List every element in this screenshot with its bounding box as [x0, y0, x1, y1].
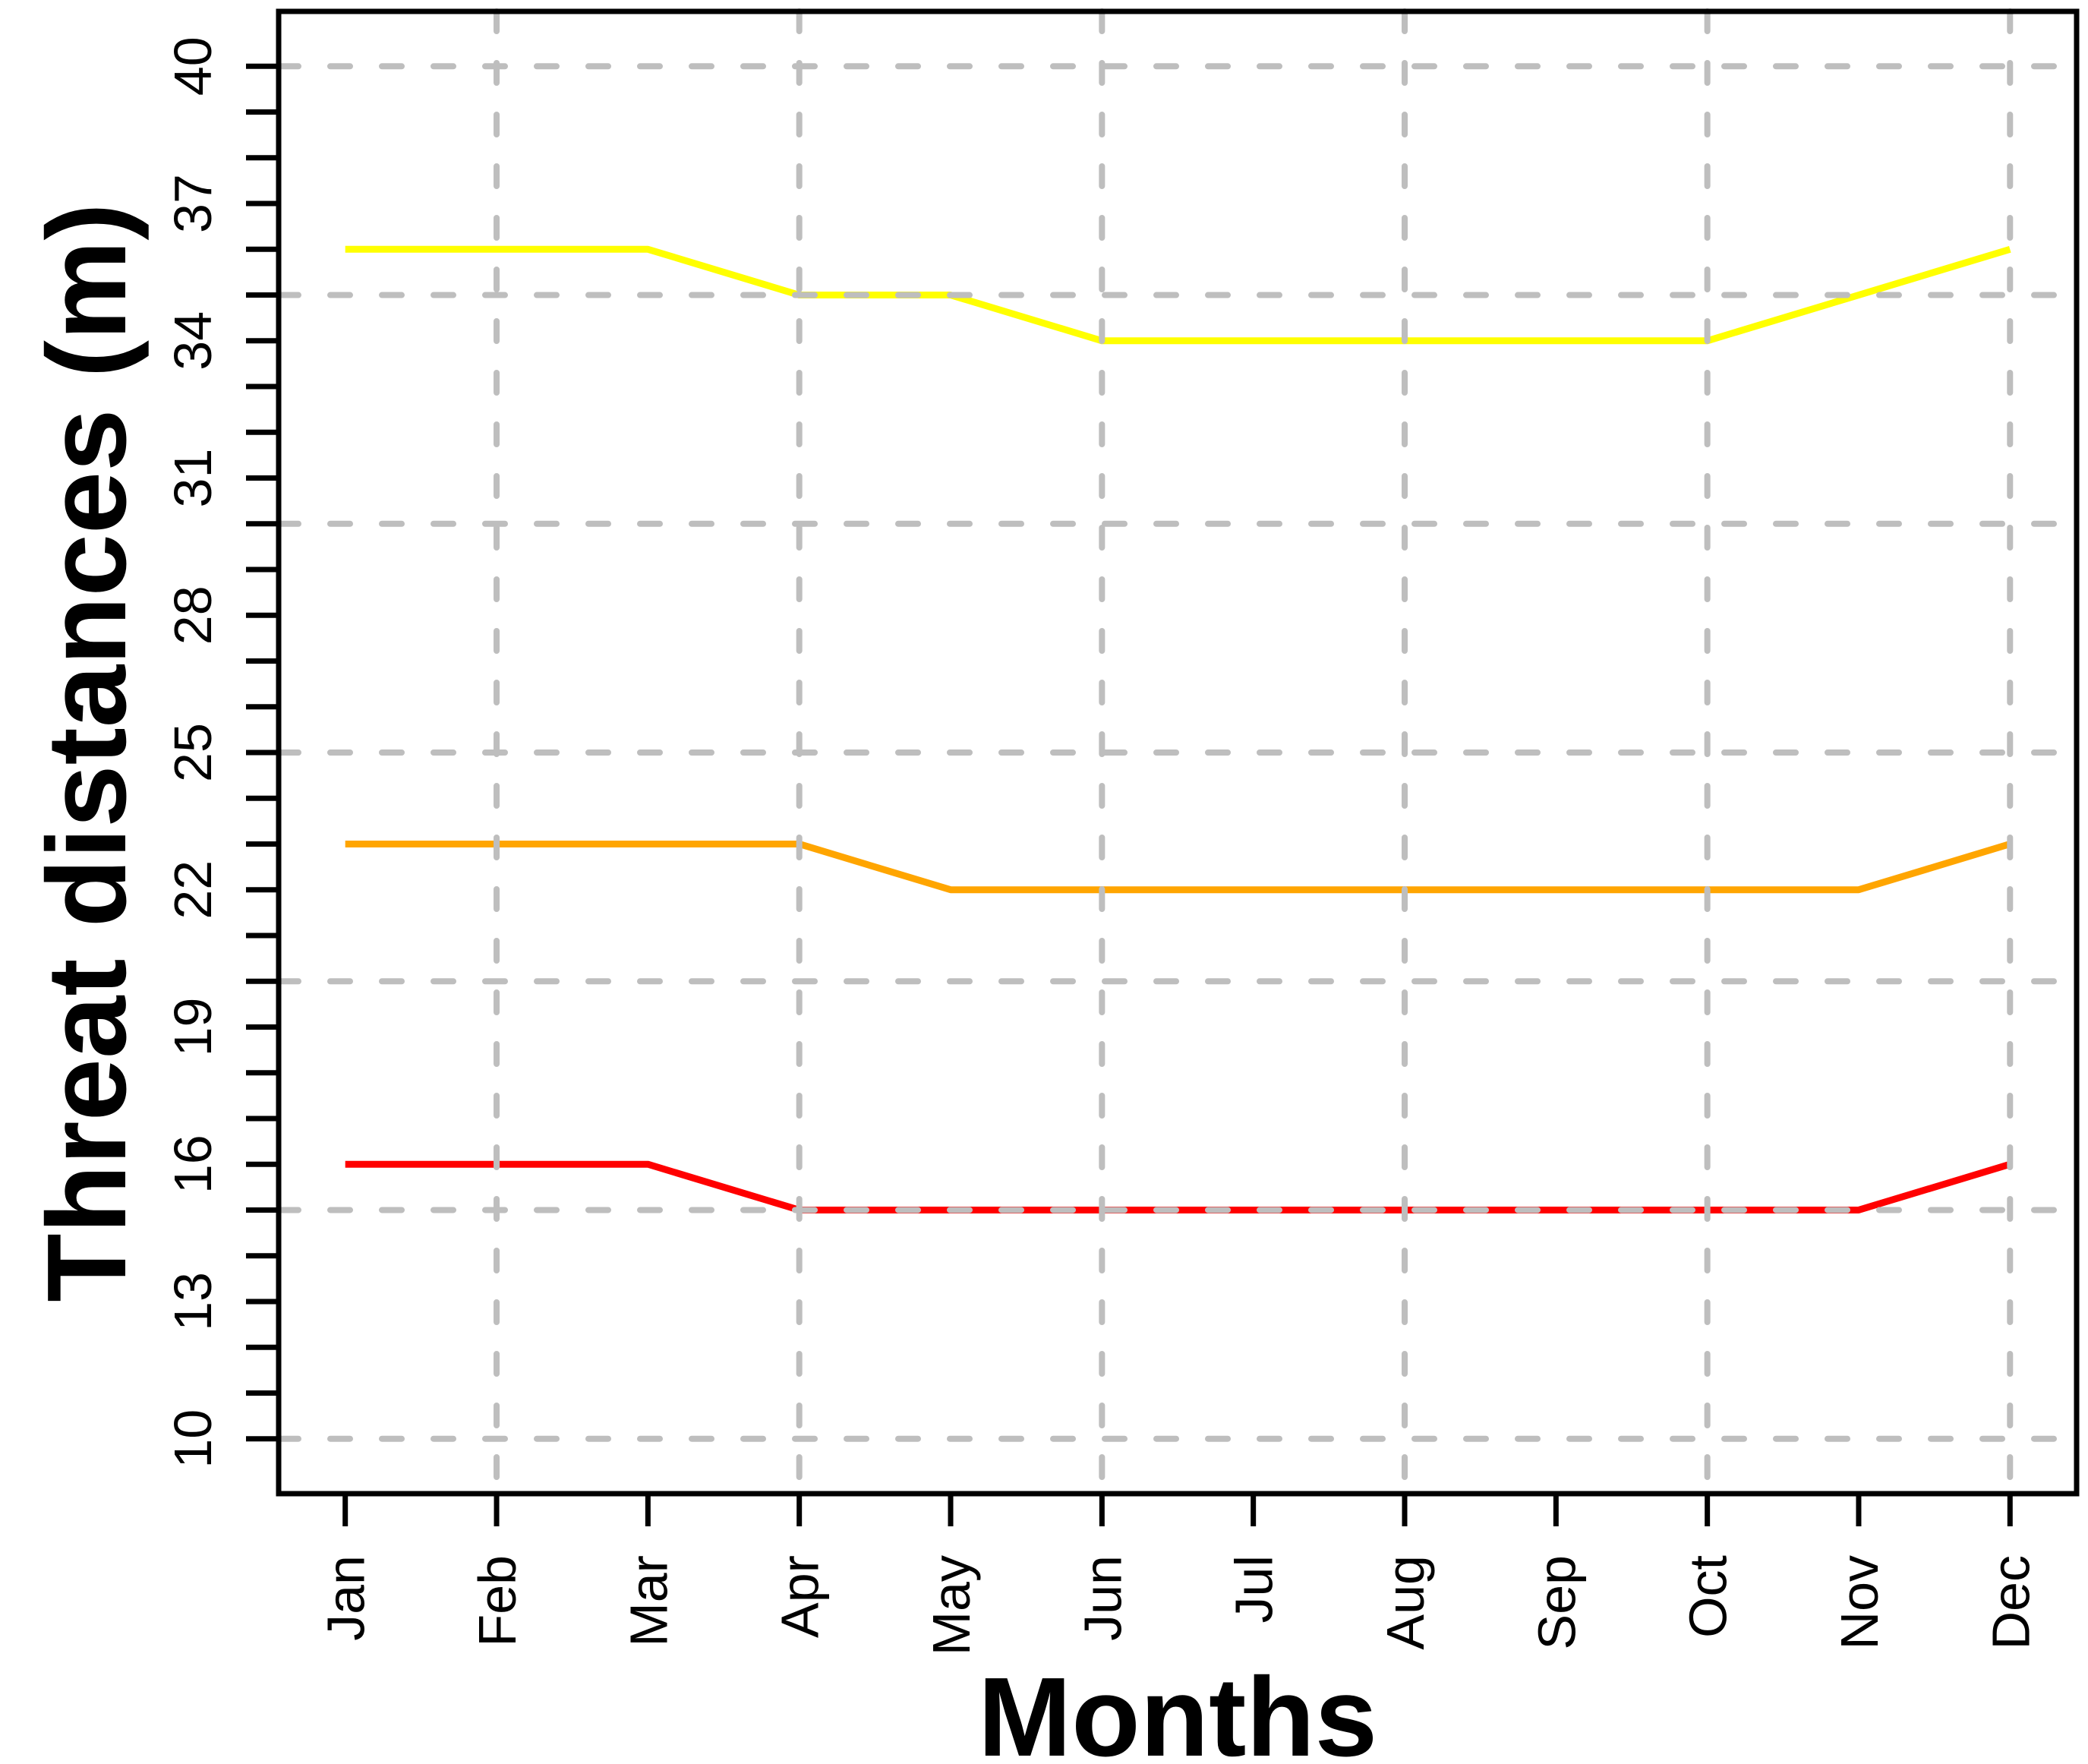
y-tick-label: 25: [163, 723, 222, 782]
y-tick-label: 19: [163, 998, 222, 1057]
x-tick-label: Nov: [1830, 1555, 1889, 1649]
x-tick-label: Oct: [1679, 1555, 1738, 1638]
x-tick-label: Jan: [317, 1555, 376, 1641]
y-tick-label: 16: [163, 1134, 222, 1194]
y-tick-label: 37: [163, 174, 222, 233]
x-tick-label: Mar: [619, 1555, 678, 1647]
gridlines: [276, 8, 2080, 1497]
y-tick-label: 13: [163, 1272, 222, 1331]
x-tick-label: Sep: [1527, 1555, 1586, 1650]
y-tick-label: 40: [163, 36, 222, 96]
tick-labels: 10 13 16 19 22 25 28 31 34 37 40 Jan Feb Mar Apr May Jun…: [163, 36, 2040, 1655]
axis-ticks: [246, 63, 2013, 1526]
y-tick-label: 28: [163, 585, 222, 645]
y-axis-title: Threat distances (m): [24, 203, 150, 1302]
x-tick-label: Feb: [468, 1555, 527, 1647]
y-tick-label: 31: [163, 449, 222, 508]
series-line-orange: [345, 840, 2011, 894]
y-tick-label: 22: [163, 860, 222, 920]
axis-titles: Months Threat distances (m): [24, 203, 1377, 1764]
x-axis-title: Months: [978, 1655, 1377, 1764]
series-line-yellow: [345, 245, 2011, 345]
x-tick-label: Jul: [1225, 1555, 1284, 1623]
x-tick-label: Jun: [1073, 1555, 1132, 1641]
x-tick-label: Apr: [771, 1555, 830, 1638]
x-tick-label: May: [922, 1555, 981, 1655]
x-tick-label: Dec: [1981, 1555, 2040, 1649]
x-tick-label: Aug: [1376, 1555, 1435, 1650]
y-tick-label: 34: [163, 311, 222, 371]
series-line-red: [345, 1160, 2011, 1213]
series-lines: [345, 245, 2011, 1213]
y-tick-label: 10: [163, 1409, 222, 1469]
